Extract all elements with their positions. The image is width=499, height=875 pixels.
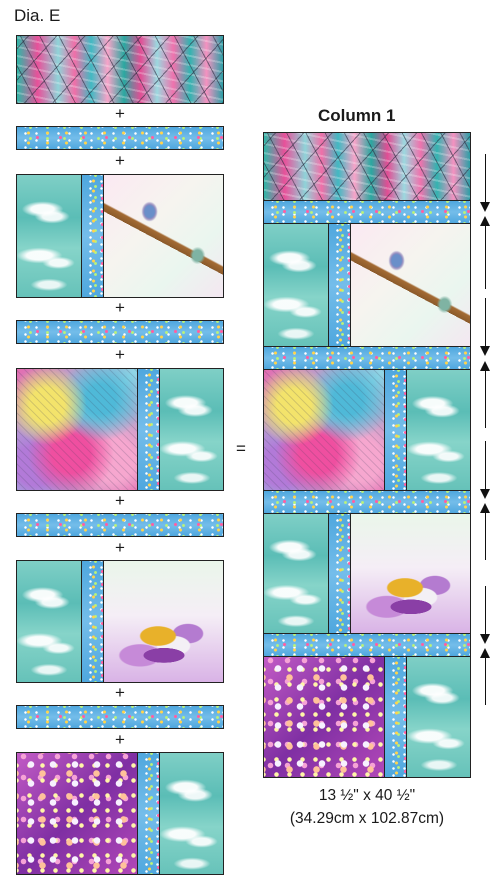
arrow-up-icon — [485, 225, 486, 289]
bird-fabric — [351, 224, 470, 346]
arrow-up-icon — [485, 657, 486, 705]
sashing-strip — [263, 200, 471, 224]
cloud-fabric — [407, 370, 470, 490]
plus-sign: + — [115, 151, 125, 170]
plus-sign: + — [115, 345, 125, 364]
arrow-up-icon — [485, 512, 486, 560]
arrow-up-icon — [480, 503, 490, 513]
abstract-block — [263, 369, 471, 491]
plus-sign: + — [115, 683, 125, 702]
diagram-title: Dia. E — [14, 6, 61, 25]
sashing-strip — [137, 369, 160, 490]
flower-block — [16, 560, 224, 683]
sashing-strip — [16, 705, 224, 729]
flower-block — [263, 513, 471, 634]
floral-fabric — [264, 657, 384, 777]
bird-block — [16, 174, 224, 298]
flower-fabric — [351, 514, 470, 633]
cloud-fabric — [160, 753, 223, 874]
arrow-up-icon — [480, 216, 490, 226]
sashing-strip — [263, 490, 471, 514]
cloud-fabric — [264, 514, 328, 633]
flower-fabric — [104, 561, 223, 682]
abstract-fabric — [17, 369, 137, 490]
cloud-fabric — [264, 224, 328, 346]
arrow-down-icon — [485, 441, 486, 491]
sashing-strip — [384, 370, 407, 490]
dimension-metric: (34.29cm x 102.87cm) — [289, 810, 445, 827]
floral-block — [263, 656, 471, 778]
sashing-strip — [263, 346, 471, 370]
arrow-up-icon — [480, 648, 490, 658]
plus-sign: + — [115, 298, 125, 317]
abstract-fabric — [264, 370, 384, 490]
bird-fabric — [104, 175, 223, 297]
arrow-down-icon — [480, 202, 490, 212]
floral-block — [16, 752, 224, 875]
arrow-down-icon — [485, 154, 486, 204]
sashing-strip — [137, 753, 160, 874]
sashing-strip — [328, 224, 351, 346]
cloud-fabric — [17, 175, 81, 297]
plus-sign: + — [115, 730, 125, 749]
arrow-down-icon — [480, 346, 490, 356]
arrow-down-icon — [480, 634, 490, 644]
dimension-imperial: 13 ½" x 40 ½" — [318, 787, 416, 804]
sashing-strip — [328, 514, 351, 633]
sashing-strip — [16, 513, 224, 537]
arrow-up-icon — [480, 361, 490, 371]
cloud-fabric — [407, 657, 470, 777]
arrow-up-icon — [485, 370, 486, 428]
floral-fabric — [17, 753, 137, 874]
sashing-strip — [263, 633, 471, 657]
arrow-down-icon — [485, 586, 486, 636]
sashing-strip — [16, 126, 224, 150]
patchwork-strip — [16, 35, 224, 104]
plus-sign: + — [115, 104, 125, 123]
equals-sign: = — [236, 439, 246, 458]
arrow-down-icon — [480, 489, 490, 499]
plus-sign: + — [115, 538, 125, 557]
bird-block — [263, 223, 471, 347]
sashing-strip — [81, 561, 104, 682]
patchwork-strip — [263, 132, 471, 201]
abstract-block — [16, 368, 224, 491]
arrow-down-icon — [485, 298, 486, 348]
column-title: Column 1 — [318, 106, 396, 125]
cloud-fabric — [17, 561, 81, 682]
cloud-fabric — [160, 369, 223, 490]
sashing-strip — [384, 657, 407, 777]
plus-sign: + — [115, 491, 125, 510]
sashing-strip — [81, 175, 104, 297]
sashing-strip — [16, 320, 224, 344]
